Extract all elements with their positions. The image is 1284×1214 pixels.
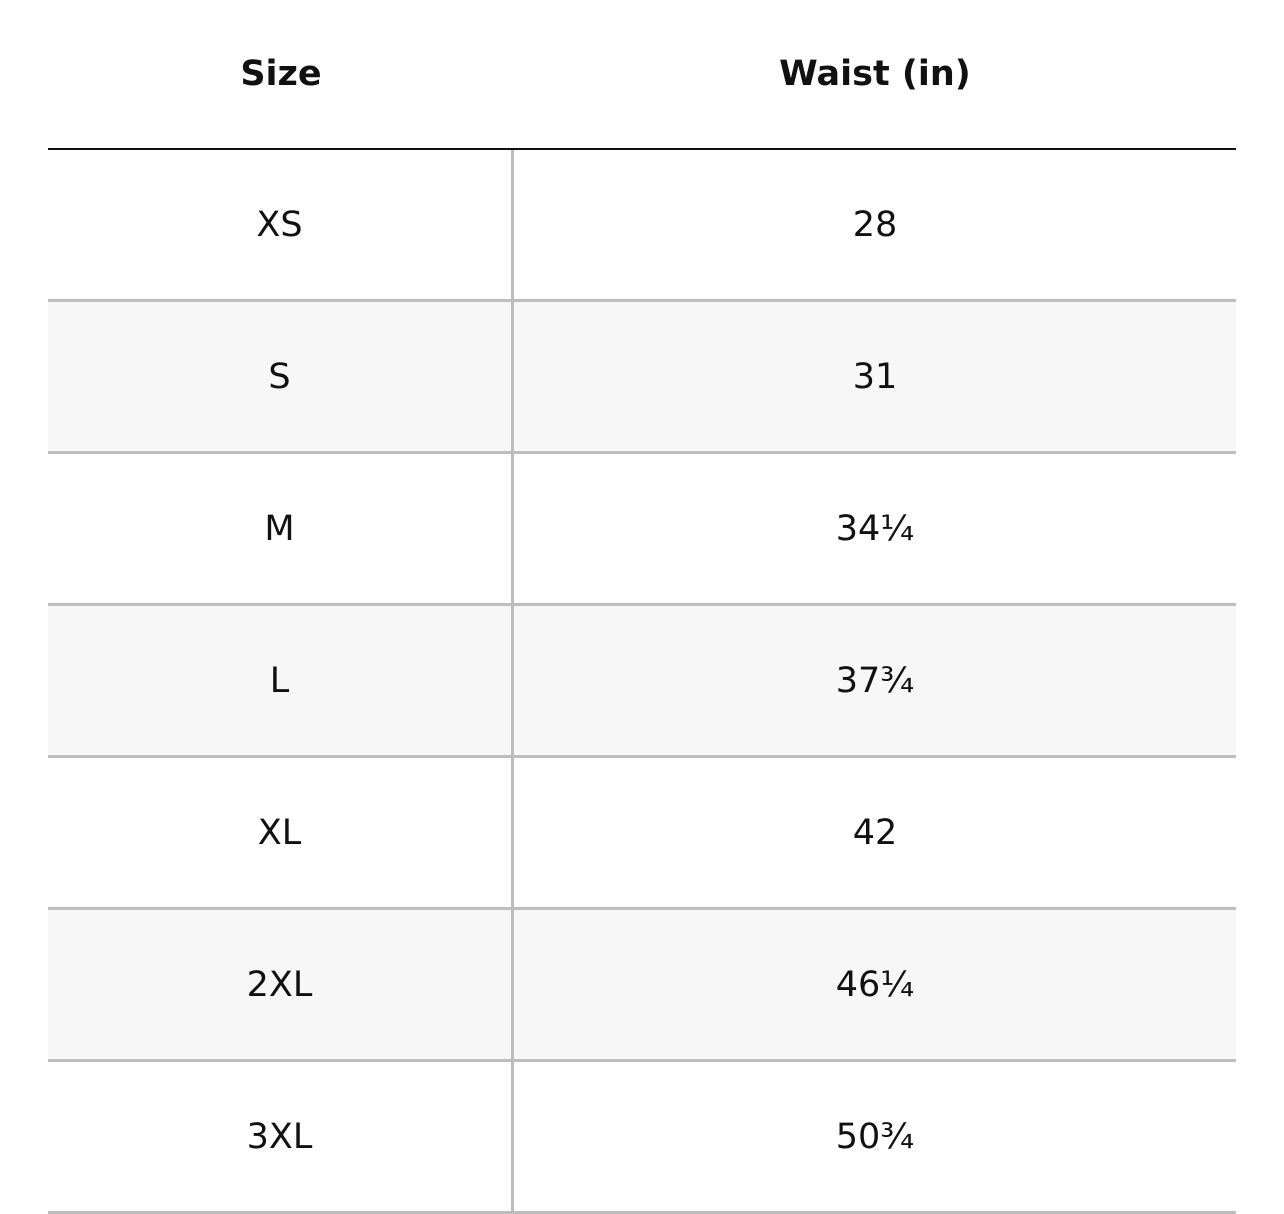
header-cell: Size xyxy=(240,54,322,94)
table-row: L 37¾ xyxy=(48,606,1236,758)
waist-cell: 50¾ xyxy=(835,1116,915,1157)
waist-cell: 34¼ xyxy=(835,508,915,549)
waist-cell: 31 xyxy=(852,356,898,397)
header-row: Size Waist (in) xyxy=(48,0,1236,150)
table-row: XL 42 xyxy=(48,758,1236,910)
waist-cell: 37¾ xyxy=(835,660,915,701)
table-row: S 31 xyxy=(48,302,1236,454)
header-cell: Waist (in) xyxy=(779,54,971,94)
table-row: 2XL 46¼ xyxy=(48,910,1236,1062)
size-cell: XL xyxy=(48,758,514,907)
table-row: M 34¼ xyxy=(48,454,1236,606)
waist-cell: 28 xyxy=(852,204,898,245)
table-row: XS 28 xyxy=(48,150,1236,302)
size-cell: L xyxy=(48,606,514,755)
size-cell: XS xyxy=(48,150,514,299)
size-cell: M xyxy=(48,454,514,603)
waist-cell: 46¼ xyxy=(835,964,915,1005)
table-row: 3XL 50¾ xyxy=(48,1062,1236,1214)
size-cell: S xyxy=(48,302,514,451)
size-cell: 3XL xyxy=(48,1062,514,1211)
size-cell: 2XL xyxy=(48,910,514,1059)
size-table: Size Waist (in) XS 28 S 31 M 34¼ L 37¾ XL 42 2XL 46… xyxy=(48,0,1236,1214)
waist-cell: 42 xyxy=(852,812,898,853)
